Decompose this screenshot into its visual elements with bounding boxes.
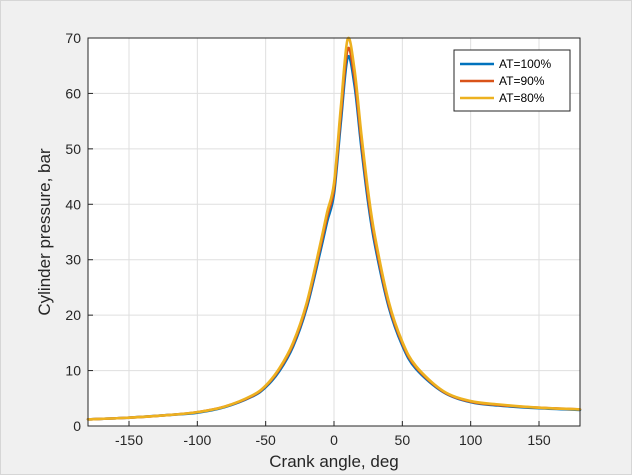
axis-ticks: -150 -100 -50 0 50 100 150 0 10 20 30 40 50 60 70 <box>65 30 550 448</box>
x-tick-label: -150 <box>115 432 143 448</box>
legend-label-3: AT=80% <box>499 91 545 105</box>
y-tick-label: 60 <box>65 85 81 101</box>
x-tick-label: 50 <box>395 432 411 448</box>
y-axis-label: Cylinder pressure, bar <box>35 148 54 316</box>
y-tick-label: 50 <box>65 141 81 157</box>
legend-label-2: AT=90% <box>499 74 545 88</box>
x-tick-label: 100 <box>459 432 483 448</box>
y-tick-label: 20 <box>65 307 81 323</box>
x-tick-label: 150 <box>527 432 551 448</box>
x-tick-label: 0 <box>330 432 338 448</box>
y-tick-label: 0 <box>73 418 81 434</box>
x-axis-label: Crank angle, deg <box>269 452 398 471</box>
x-tick-label: -50 <box>256 432 276 448</box>
y-tick-label: 30 <box>65 252 81 268</box>
series-lines <box>86 36 582 421</box>
y-tick-label: 40 <box>65 196 81 212</box>
legend-label-1: AT=100% <box>499 57 551 71</box>
series-line-3 <box>86 36 582 421</box>
y-tick-label: 10 <box>65 363 81 379</box>
legend: AT=100% AT=90% AT=80% <box>453 49 571 112</box>
x-tick-label: -100 <box>183 432 211 448</box>
y-tick-label: 70 <box>65 30 81 46</box>
